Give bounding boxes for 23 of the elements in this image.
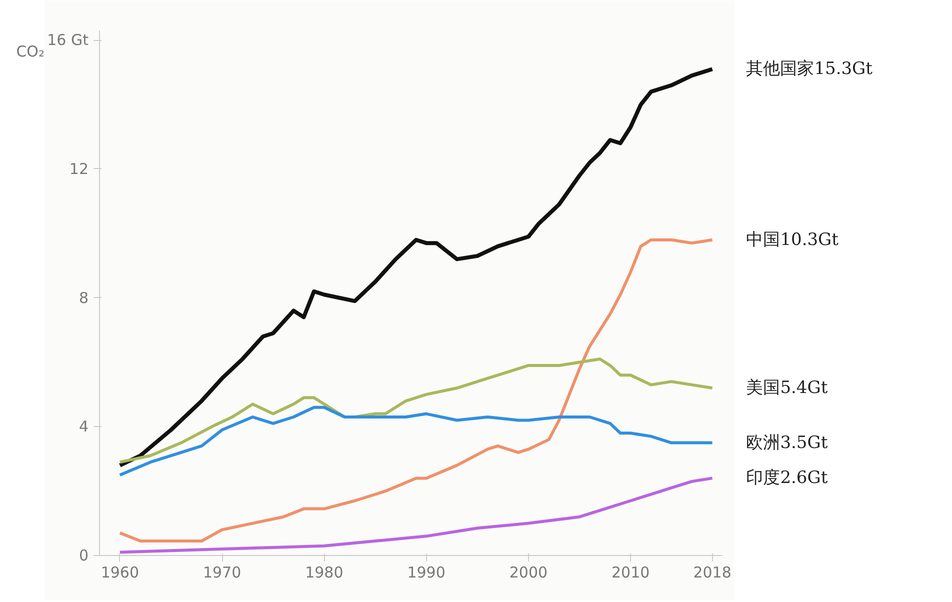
- line-series: [118, 67, 714, 468]
- text: 印度2.6Gt: [746, 468, 828, 488]
- text: 美国5.4Gt: [746, 378, 828, 398]
- y-tick-label: 12: [69, 160, 89, 178]
- x-tick-label: 1980: [305, 564, 344, 582]
- y-tick-label: 4: [78, 418, 89, 436]
- x-tick-label: 2018: [693, 564, 732, 582]
- x-tick-label: 1960: [100, 564, 140, 582]
- line-series: [118, 476, 714, 554]
- y-tick-label: 16 Gt: [47, 31, 89, 50]
- line-series: [118, 358, 714, 464]
- y-tick-label: 0: [78, 546, 89, 564]
- line-series: [118, 406, 714, 476]
- y-axis-title: CO₂: [16, 42, 45, 60]
- text: 欧洲3.5Gt: [746, 432, 828, 453]
- x-tick-label: 1990: [407, 564, 446, 582]
- line-series: [118, 238, 714, 543]
- x-tick-label: 2000: [509, 564, 548, 582]
- text: 中国10.3Gt: [746, 230, 839, 250]
- x-tick-label: 2010: [611, 564, 650, 582]
- y-tick-label: 8: [78, 288, 89, 307]
- text: 其他国家15.3Gt: [746, 59, 873, 80]
- x-tick-label: 1970: [202, 564, 242, 582]
